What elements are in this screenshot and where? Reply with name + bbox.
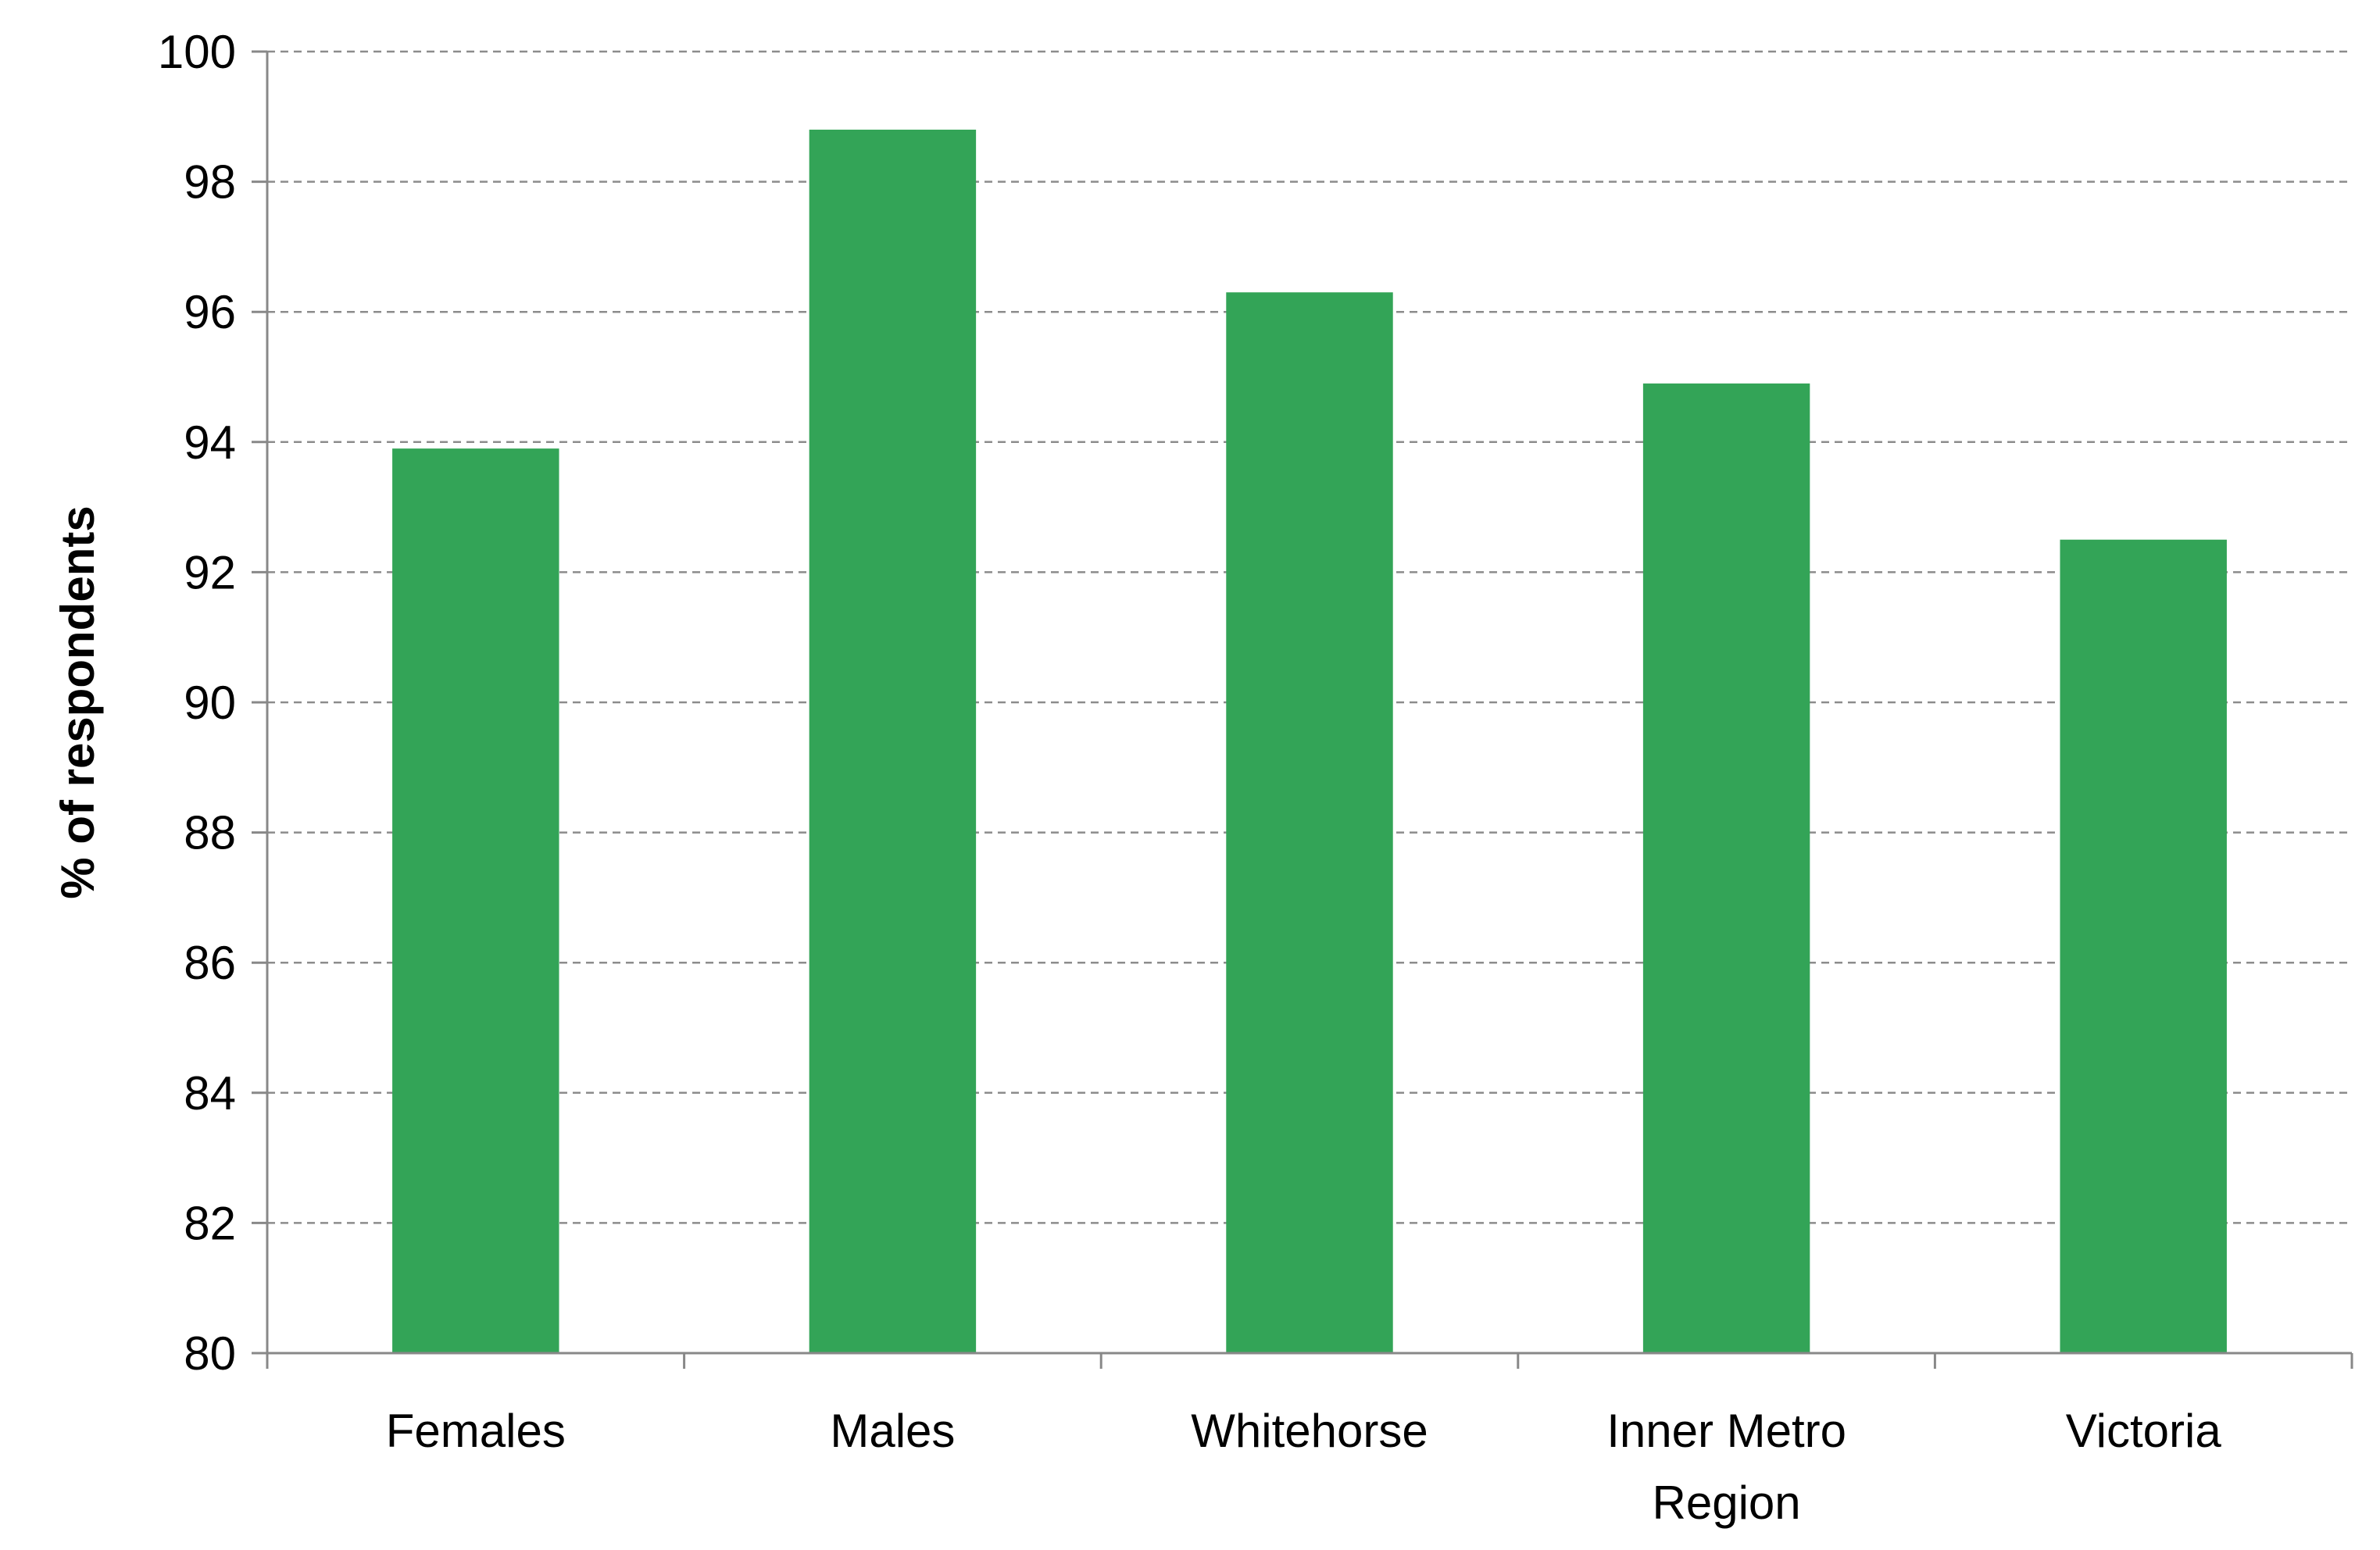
y-tick-label: 80 [184,1327,236,1380]
x-tick-label: Females [386,1405,566,1457]
bars [392,129,2227,1354]
y-tick-labels: 80 82 84 86 88 90 92 94 96 98 100 [158,26,236,1380]
bar-females [392,448,559,1353]
y-axis-title: % of respondents [52,505,104,898]
y-tick-label: 98 [184,156,236,209]
x-tick-label: Victoria [2066,1405,2222,1457]
bar-males [809,129,977,1354]
axes [252,50,2353,1369]
bar-whitehorse [1226,292,1393,1354]
y-tick-label: 86 [184,937,236,989]
y-tick-label: 90 [184,677,236,729]
x-tick-label: Inner Metro [1606,1405,1846,1457]
bar-victoria [2060,539,2227,1353]
y-tick-label: 84 [184,1067,236,1120]
y-tick-label: 100 [158,26,236,78]
y-tick-label: 96 [184,286,236,338]
x-tick-label: Whitehorse [1191,1405,1428,1457]
x-tick-label: Males [830,1405,955,1457]
x-tick-label: Region [1653,1477,1801,1529]
y-tick-label: 92 [184,546,236,598]
x-tick-labels: Females Males Whitehorse Inner Metro Region V… [386,1405,2222,1529]
y-tick-label: 82 [184,1197,236,1249]
y-tick-label: 94 [184,416,236,469]
bar-inner-metro-region [1642,383,1810,1354]
y-tick-label: 88 [184,807,236,859]
